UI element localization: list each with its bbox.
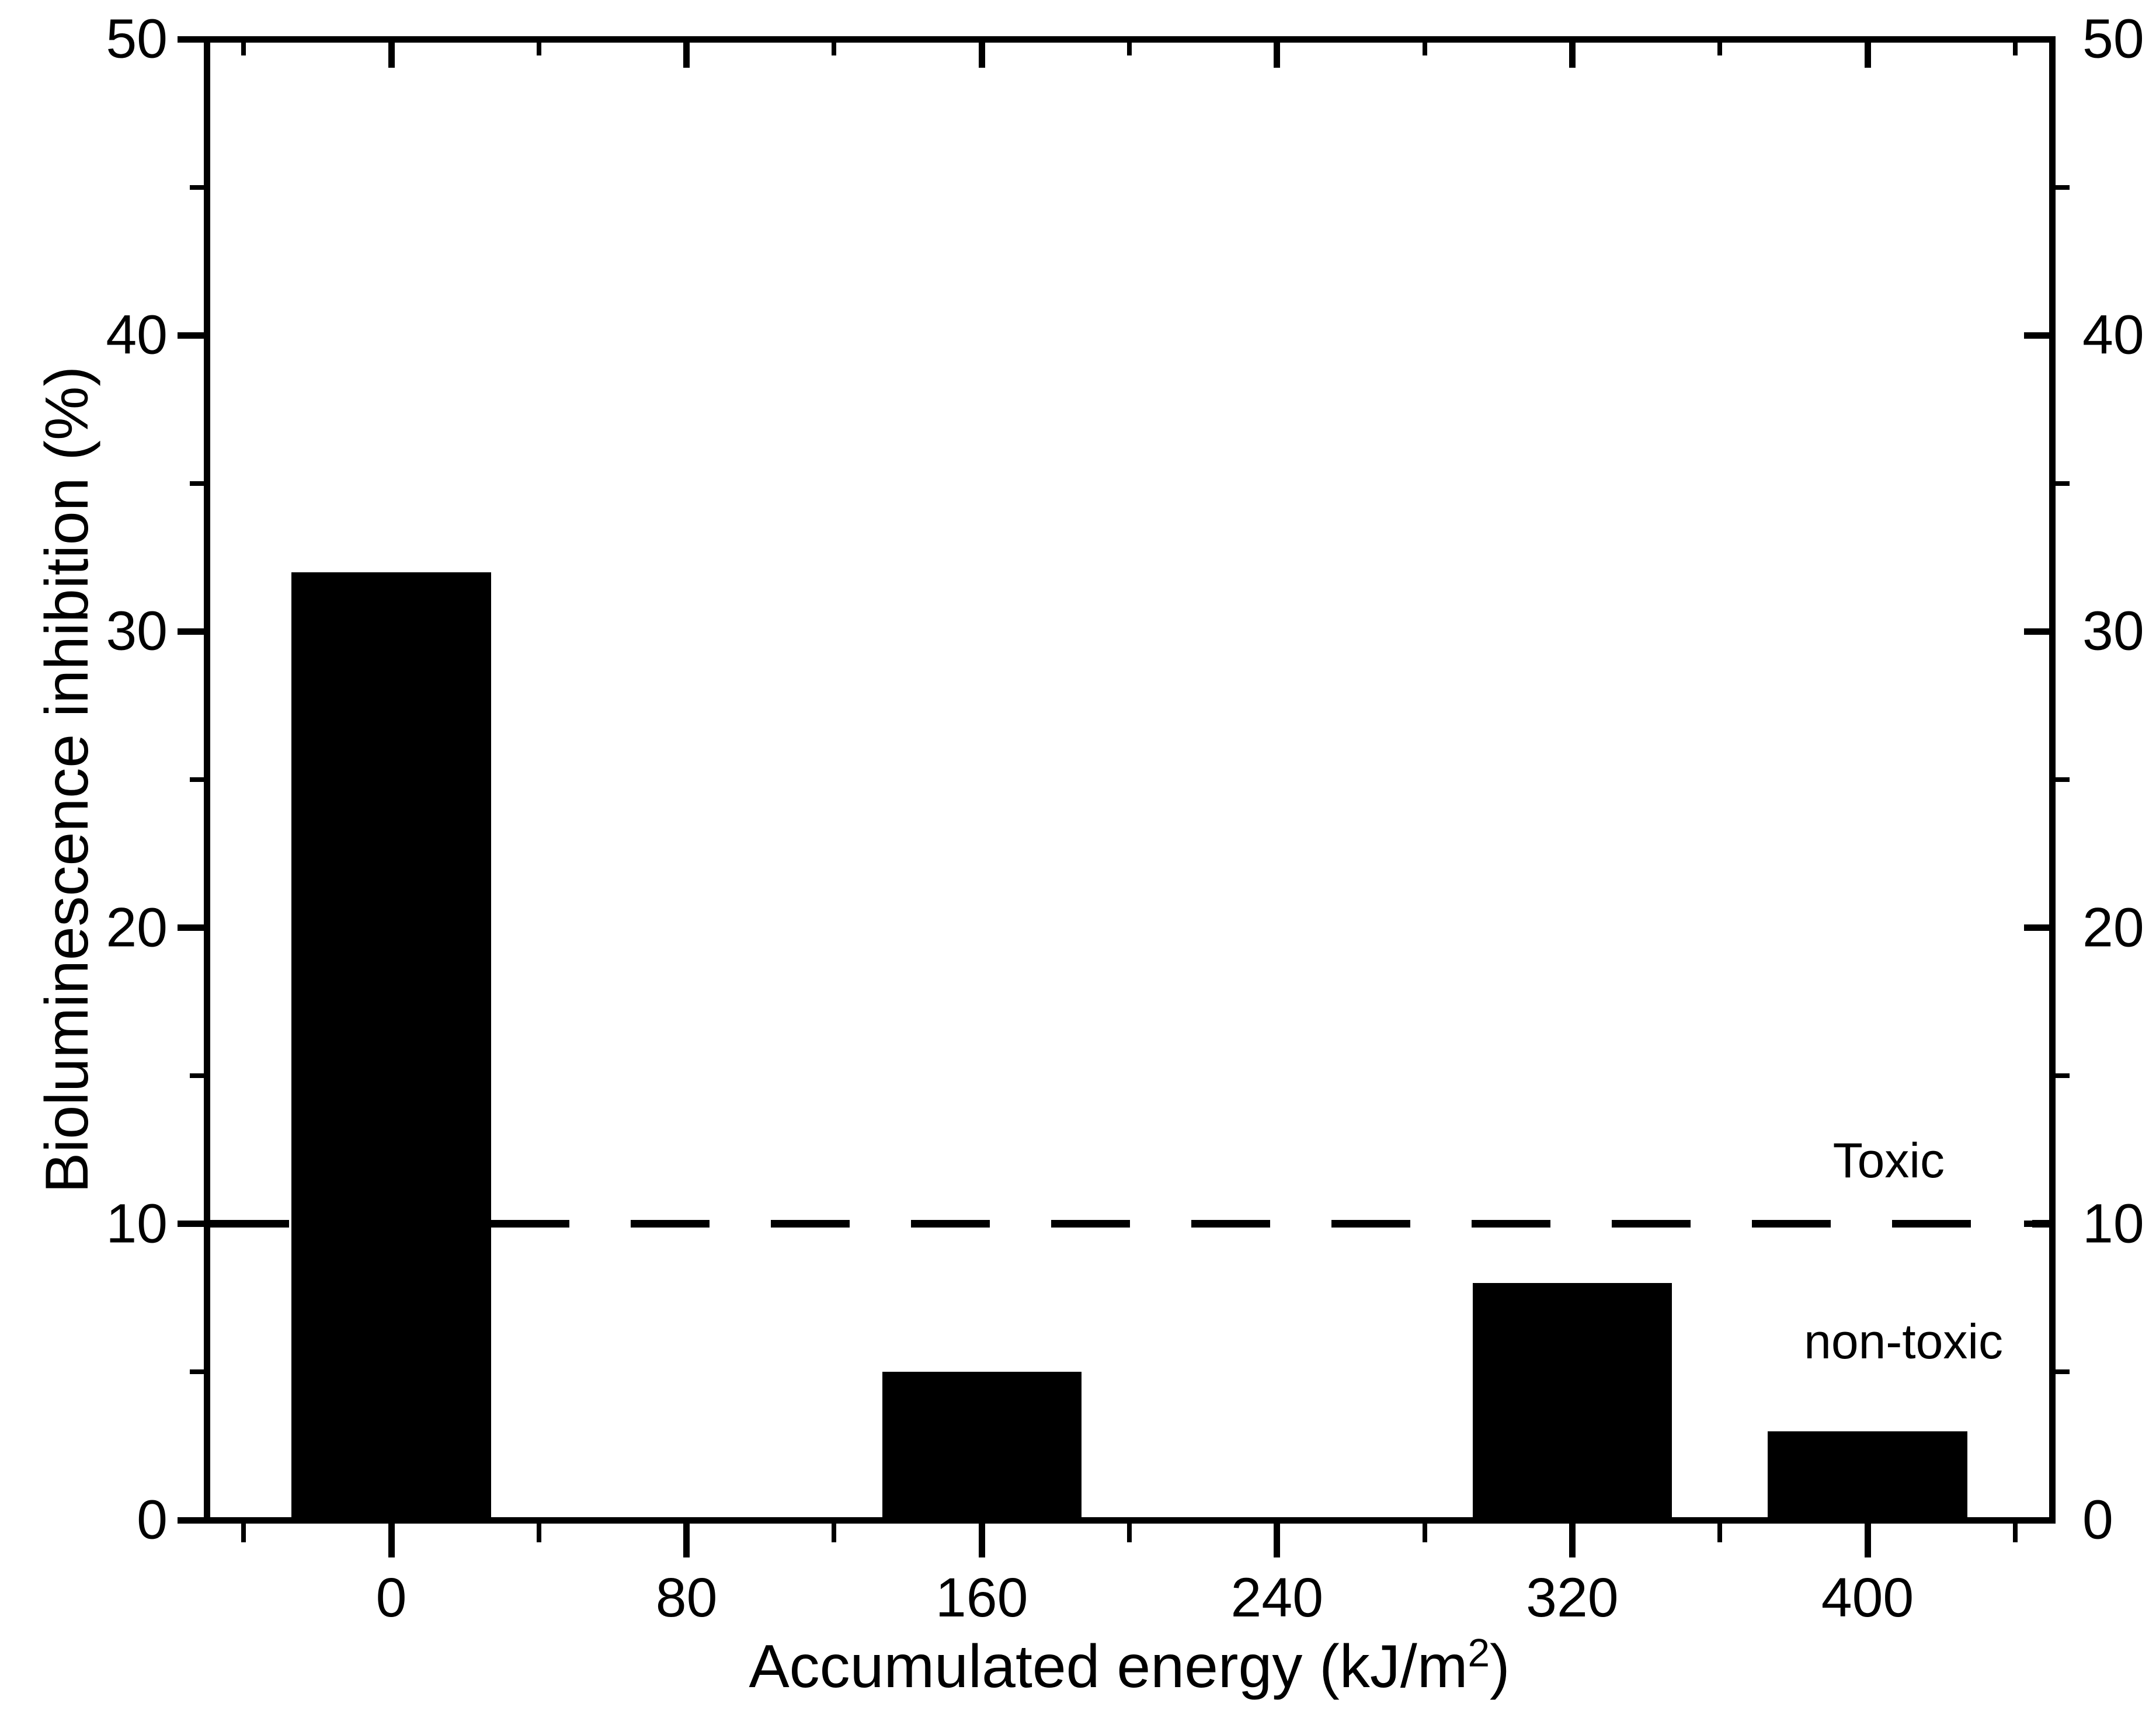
right-axis-minor-tick [2055,1073,2070,1079]
bar [1768,1431,1967,1520]
x-tick-label: 320 [1526,1566,1619,1629]
x-axis-minor-tick [241,1523,246,1542]
x-axis-title-suffix: ) [1490,1633,1510,1701]
x-axis-minor-tick [536,1523,541,1542]
right-axis-minor-tick [2055,1369,2070,1375]
x-axis-major-tick [683,1523,690,1557]
y-axis-major-tick [177,332,204,339]
y-tick-label: 50 [106,8,168,70]
right-axis-major-tick [2023,1221,2049,1228]
x-axis-major-tick [978,1523,985,1557]
bar [882,1372,1082,1520]
x-tick-label: 80 [655,1566,718,1629]
x-axis-minor-tick [832,1523,837,1542]
non-toxic-label: non-toxic [1804,1314,2003,1369]
x-axis-title-superscript: 2 [1468,1631,1490,1675]
x-axis-minor-tick [1717,1523,1723,1542]
x-axis-minor-tick [1127,1523,1132,1542]
right-axis-major-tick [2023,1517,2049,1524]
right-tick-label: 10 [2082,1192,2144,1255]
x-tick-label: 160 [935,1566,1028,1629]
y-tick-label: 20 [106,896,168,959]
x-axis-major-tick [1569,1523,1576,1557]
right-axis-minor-tick [2055,481,2070,486]
y-tick-label: 10 [106,1192,168,1255]
x-axis-major-tick [1864,1523,1871,1557]
top-axis-minor-tick [241,42,246,55]
top-axis-minor-tick [1717,42,1723,55]
right-axis-major-tick [2023,924,2049,931]
y-tick-label: 30 [106,600,168,662]
x-axis-title: Accumulated energy (kJ/m2) [749,1633,1510,1697]
x-tick-label: 400 [1821,1566,1914,1629]
top-axis-minor-tick [1127,42,1132,55]
right-tick-label: 40 [2082,304,2144,366]
y-axis-minor-tick [189,777,204,782]
right-axis-major-tick [2023,628,2049,635]
top-axis-minor-tick [536,42,541,55]
top-axis-major-tick [1274,42,1281,68]
bar [1472,1283,1672,1520]
y-axis-minor-tick [189,481,204,486]
top-axis-major-tick [1864,42,1871,68]
top-axis-major-tick [683,42,690,68]
y-tick-label: 0 [137,1489,168,1551]
bar [291,572,491,1520]
right-axis-major-tick [2023,332,2049,339]
right-tick-label: 0 [2082,1489,2113,1551]
y-axis-major-tick [177,628,204,635]
top-axis-minor-tick [832,42,837,55]
y-axis-title: Bioluminescence inhibition (%) [33,366,101,1194]
y-axis-major-tick [177,1517,204,1524]
top-axis-major-tick [388,42,395,68]
axis-frame [203,36,2056,1524]
x-axis-minor-tick [1422,1523,1427,1542]
top-axis-major-tick [1569,42,1576,68]
x-tick-label: 0 [375,1566,407,1629]
y-axis-major-tick [177,924,204,931]
y-tick-label: 40 [106,304,168,366]
threshold-line [210,1220,2049,1228]
toxic-label: Toxic [1832,1133,1945,1188]
y-axis-minor-tick [189,185,204,190]
y-axis-minor-tick [189,1369,204,1375]
x-axis-major-tick [1274,1523,1281,1557]
x-tick-label: 240 [1230,1566,1324,1629]
x-axis-major-tick [388,1523,395,1557]
right-axis-minor-tick [2055,777,2070,782]
y-axis-minor-tick [189,1073,204,1079]
top-axis-minor-tick [2012,42,2018,55]
top-axis-major-tick [978,42,985,68]
right-axis-major-tick [2023,36,2049,43]
y-axis-major-tick [177,36,204,43]
right-tick-label: 50 [2082,8,2144,70]
x-axis-minor-tick [2012,1523,2018,1542]
right-tick-label: 30 [2082,600,2144,662]
right-tick-label: 20 [2082,896,2144,959]
y-axis-major-tick [177,1221,204,1228]
top-axis-minor-tick [1422,42,1427,55]
right-axis-minor-tick [2055,185,2070,190]
x-axis-title-text: Accumulated energy (kJ/m [749,1633,1468,1701]
